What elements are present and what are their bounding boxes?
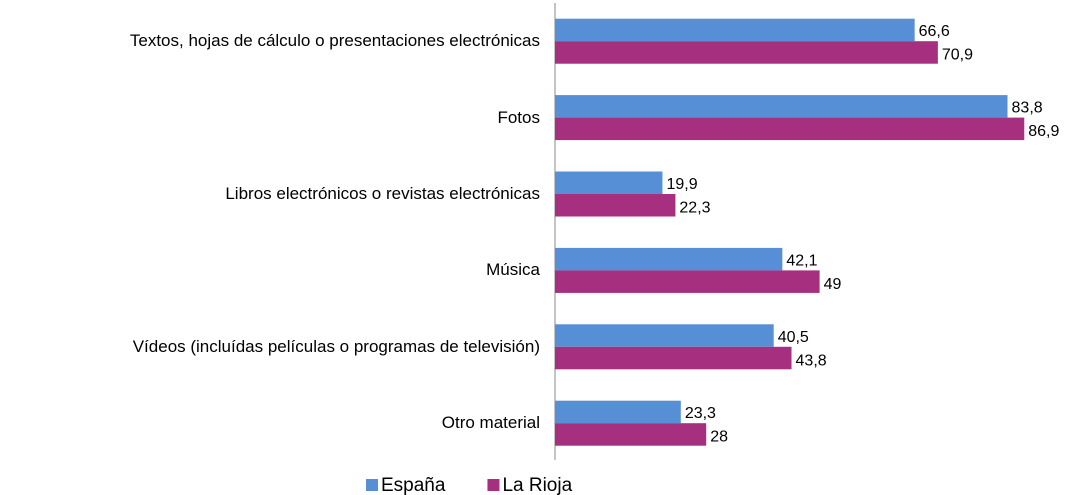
value-label: 19,9 [666, 176, 697, 193]
bar [555, 247, 783, 271]
bar [555, 18, 915, 42]
bar [555, 400, 681, 424]
value-label: 43,8 [796, 352, 827, 369]
value-label: 28 [710, 429, 728, 446]
bar [555, 423, 707, 446]
value-label: 49 [824, 276, 842, 293]
category-label: Música [486, 260, 540, 280]
value-label: 40,5 [778, 329, 809, 346]
value-label: 66,6 [919, 23, 950, 40]
bar [555, 194, 676, 217]
value-label: 22,3 [679, 199, 710, 216]
legend-swatch [366, 479, 378, 491]
value-label: 42,1 [786, 252, 817, 269]
legend-label: La Rioja [502, 475, 572, 495]
legend-swatch [487, 479, 500, 491]
bar [555, 41, 938, 64]
value-label: 70,9 [942, 47, 973, 64]
bar [555, 270, 820, 293]
bar [555, 346, 792, 370]
category-label: Textos, hojas de cálculo o presentacione… [129, 31, 540, 51]
value-label: 86,9 [1028, 123, 1059, 140]
category-label: Otro material [441, 413, 540, 433]
legend-label: España [381, 475, 446, 495]
category-label: Fotos [497, 107, 540, 127]
category-label: Libros electrónicos o revistas electróni… [225, 184, 540, 203]
bar [555, 171, 663, 194]
value-label: 83,8 [1012, 100, 1043, 117]
bar [555, 117, 1025, 141]
bar [555, 95, 1008, 118]
value-label: 23,3 [685, 405, 716, 422]
bar [555, 324, 774, 347]
category-label: Vídeos (incluídas películas o programas … [132, 336, 540, 356]
